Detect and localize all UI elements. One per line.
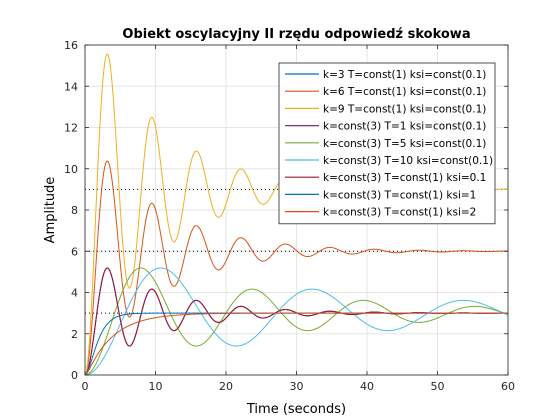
legend-entry: k=const(3) T=const(1) ksi=0.1 [323, 172, 486, 184]
y-tick-label: 6 [71, 245, 78, 258]
y-tick-label: 8 [71, 204, 78, 217]
y-axis-label: Amplitude [43, 177, 58, 244]
chart-title: Obiekt oscylacyjny II rzędu odpowiedź sk… [122, 27, 470, 42]
x-tick-label: 60 [501, 380, 515, 393]
y-tick-label: 4 [71, 287, 78, 300]
x-tick-label: 20 [219, 380, 233, 393]
x-tick-label: 40 [360, 380, 374, 393]
y-tick-label: 12 [64, 122, 78, 135]
legend-entry: k=const(3) T=const(1) ksi=1 [323, 189, 476, 201]
y-tick-label: 14 [64, 80, 78, 93]
legend-entry: k=3 T=const(1) ksi=const(0.1) [323, 69, 486, 81]
x-tick-label: 50 [431, 380, 445, 393]
series-line-2 [84, 160, 509, 376]
legend-entry: k=6 T=const(1) ksi=const(0.1) [323, 86, 486, 98]
legend-entry: k=const(3) T=5 ksi=const(0.1) [323, 138, 486, 150]
legend-entry: k=const(3) T=const(1) ksi=2 [323, 207, 476, 219]
x-tick-label: 10 [149, 380, 163, 393]
series-line-5 [84, 267, 509, 376]
series-line-6 [84, 267, 509, 376]
legend-entry: k=const(3) T=10 ksi=const(0.1) [323, 155, 493, 167]
legend-entry: k=const(3) T=1 ksi=const(0.1) [323, 121, 486, 133]
series-lines [84, 53, 509, 376]
axis-ticks: 0 10 20 30 40 50 60 0 2 4 6 8 10 12 14 16 [64, 39, 515, 393]
legend-entry: k=9 T=const(1) ksi=const(0.1) [323, 103, 486, 115]
legend: k=3 T=const(1) ksi=const(0.1) k=6 T=const… [278, 62, 496, 225]
series-line-9 [84, 312, 509, 376]
x-tick-label: 30 [290, 380, 304, 393]
y-tick-label: 0 [71, 369, 78, 382]
y-tick-label: 10 [64, 163, 78, 176]
y-tick-label: 16 [64, 39, 78, 52]
y-tick-label: 2 [71, 328, 78, 341]
x-axis-label: Time (seconds) [246, 402, 346, 417]
x-tick-label: 0 [82, 380, 89, 393]
